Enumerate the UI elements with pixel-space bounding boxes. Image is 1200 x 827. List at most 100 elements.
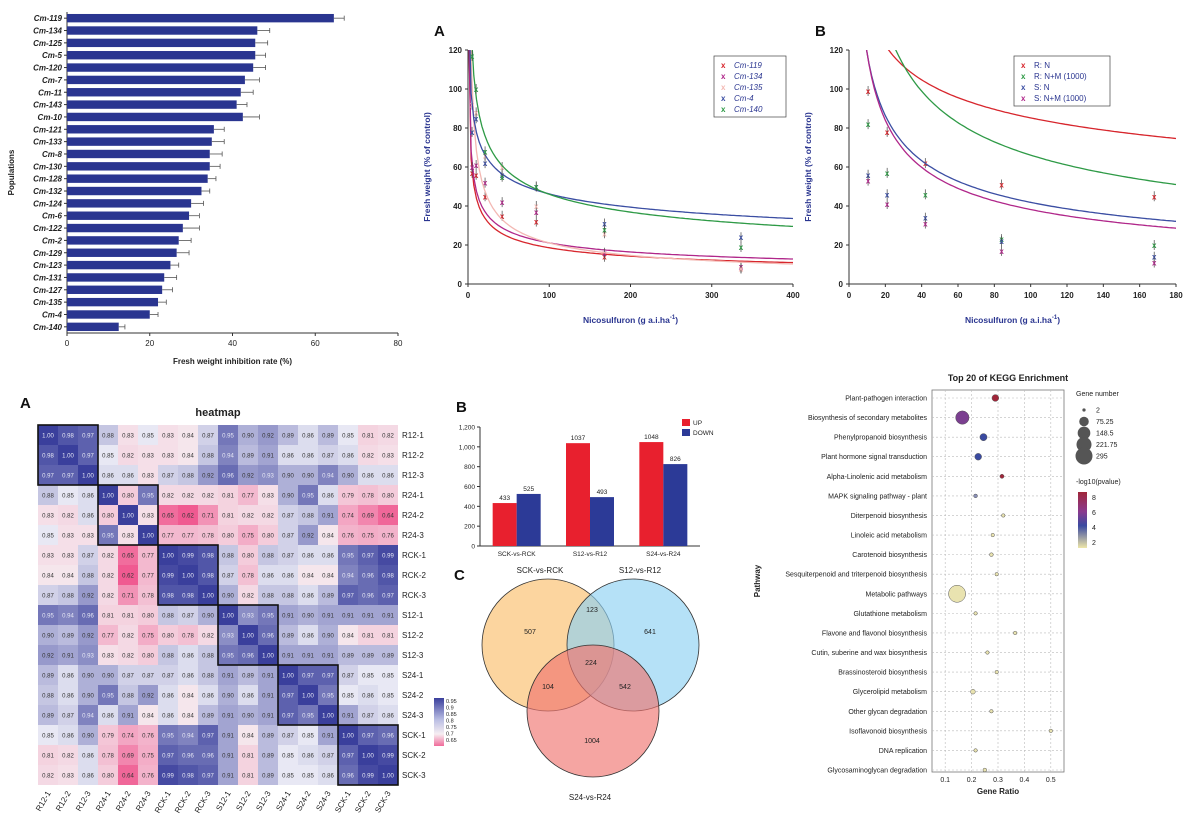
x-tick-label: 0.1	[940, 777, 950, 784]
heatmap-cell	[358, 565, 378, 585]
bar-Cm-125	[67, 38, 256, 48]
category-label: S12-vs-R12	[573, 551, 608, 558]
row-label: S12-1	[402, 611, 424, 620]
heatmap-value: 0.65	[162, 514, 174, 520]
heatmap-value: 0.86	[362, 474, 374, 480]
heatmap-cell	[178, 745, 198, 765]
heatmap-value: 0.96	[182, 754, 194, 760]
heatmap-cell	[318, 425, 338, 445]
category-label: Cm-124	[33, 199, 62, 208]
row-label: S12-2	[402, 631, 424, 640]
heatmap-cell	[338, 745, 358, 765]
y-tick-label: 40	[453, 202, 462, 211]
legend-label: R: N	[1034, 61, 1050, 70]
dose-response-chart-b: B 0 20 40 60 80 100 120 0 20 40 60 80 100 120 140 160 180…	[803, 23, 1183, 325]
pathway-label: Flavone and flavonol biosynthesis	[822, 630, 928, 637]
heatmap-cell	[138, 625, 158, 645]
column-label: R24-2	[114, 789, 133, 813]
heatmap-cell	[58, 565, 78, 585]
heatmap-value: 0.78	[362, 494, 374, 500]
heatmap-value: 0.89	[322, 434, 334, 440]
heatmap-cell	[238, 725, 258, 745]
heatmap-value: 0.97	[62, 474, 74, 480]
heatmap-value: 0.87	[42, 594, 54, 600]
heatmap-value: 0.88	[222, 554, 234, 560]
x-tick-label: 20	[881, 291, 890, 300]
legend-label: S: N+M (1000)	[1034, 94, 1087, 103]
heatmap-cell	[378, 525, 398, 545]
heatmap-value: 0.90	[282, 494, 294, 500]
bar-Cm-129	[67, 248, 177, 257]
data-point: x	[470, 128, 475, 137]
heatmap-cell	[318, 465, 338, 485]
heatmap-value: 0.85	[142, 434, 154, 440]
heatmap-cell	[98, 505, 118, 525]
x-tick-label: 120	[1060, 291, 1074, 300]
heatmap-value: 0.97	[82, 434, 94, 440]
heatmap-value: 0.89	[262, 734, 274, 740]
heatmap-value: 0.96	[82, 614, 94, 620]
heatmap-cell	[198, 585, 218, 605]
pathway-label: Carotenoid biosynthesis	[852, 552, 927, 559]
bar-value-label: 525	[523, 486, 534, 493]
heatmap-value: 0.86	[102, 474, 114, 480]
heatmap-value: 0.89	[262, 774, 274, 780]
legend-label: Cm-119	[734, 61, 762, 70]
bar-Cm-11	[67, 88, 241, 97]
heatmap-value: 0.82	[262, 514, 274, 520]
data-point: x	[500, 212, 505, 221]
heatmap-cell	[138, 705, 158, 725]
heatmap-value: 0.87	[282, 534, 294, 540]
bar-Cm-7	[67, 75, 245, 85]
size-legend-label: 75.25	[1096, 419, 1114, 426]
heatmap-cell	[278, 665, 298, 685]
heatmap-cell	[118, 665, 138, 685]
heatmap-value: 0.91	[262, 694, 274, 700]
heatmap-value: 0.80	[242, 554, 254, 560]
heatmap-cell	[38, 625, 58, 645]
heatmap-value: 0.86	[362, 694, 374, 700]
heatmap-value: 0.91	[302, 654, 314, 660]
heatmap-value: 0.86	[82, 754, 94, 760]
heatmap-cell	[358, 625, 378, 645]
pathway-label: Cutin, suberine and wax biosynthesis	[811, 650, 927, 657]
cluster-box	[97, 484, 159, 546]
heatmap-cell	[118, 585, 138, 605]
heatmap-value: 0.95	[42, 614, 54, 620]
data-point: x	[474, 85, 479, 94]
panel-letter: B	[456, 399, 467, 416]
heatmap-cell	[258, 445, 278, 465]
heatmap-value: 0.83	[122, 434, 134, 440]
heatmap-value: 0.84	[322, 574, 334, 580]
heatmap-value: 0.81	[122, 614, 134, 620]
heatmap-value: 0.82	[362, 454, 374, 460]
heatmap-value: 0.97	[42, 474, 54, 480]
heatmap-value: 0.91	[322, 614, 334, 620]
bar-down	[663, 464, 688, 546]
kegg-dot	[990, 533, 995, 538]
heatmap-value: 0.85	[382, 694, 394, 700]
column-label: R24-1	[94, 789, 113, 813]
heatmap-value: 0.84	[182, 694, 194, 700]
fit-curve-Cm-140	[471, 50, 793, 228]
fit-curve-R: N	[887, 50, 1176, 140]
heatmap-value: 0.83	[102, 654, 114, 660]
heatmap-cell	[238, 705, 258, 725]
size-legend-label: 295	[1096, 454, 1108, 461]
data-point: x	[470, 169, 475, 178]
heatmap-cell	[58, 545, 78, 565]
column-label: RCK-2	[173, 789, 193, 815]
bar-Cm-4	[67, 310, 150, 319]
pathway-label: Plant hormone signal transduction	[821, 454, 927, 461]
heatmap-value: 1.00	[142, 534, 154, 540]
heatmap-value: 0.83	[42, 514, 54, 520]
heatmap-cell	[338, 765, 358, 785]
heatmap-cell	[338, 465, 358, 485]
heatmap-value: 0.62	[182, 514, 194, 520]
heatmap-cell	[198, 665, 218, 685]
heatmap-value: 0.86	[382, 474, 394, 480]
bar-Cm-130	[67, 162, 210, 171]
color-legend-label: 4	[1092, 525, 1096, 532]
heatmap-cell	[58, 505, 78, 525]
pathway-label: Plant-pathogen interaction	[845, 396, 927, 403]
